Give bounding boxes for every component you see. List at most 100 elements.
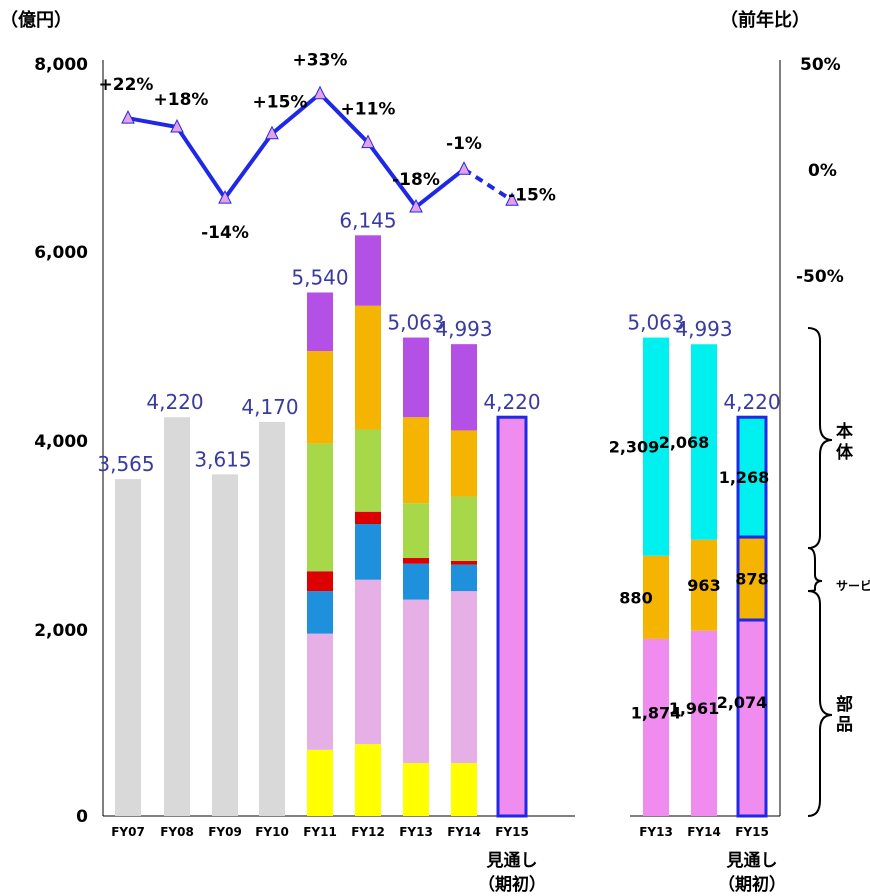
growth-marker-FY07 (121, 110, 135, 124)
bar-segment-FY13-2 (403, 563, 429, 600)
fy15-note-line1: 見通し (486, 851, 538, 871)
breakdown-x-axis-categories: FY13 FY14 FY15 見通し （期初） (639, 825, 786, 895)
x-tick-label: FY15 (495, 825, 529, 839)
growth-marker-FY09 (218, 189, 232, 204)
y2-tick-label: 50% (800, 55, 841, 75)
growth-line-forecast (462, 167, 514, 202)
bars-group (115, 235, 768, 818)
right-axis-ticks: 50% 0% -50% (796, 55, 844, 287)
bar-FY09 (212, 474, 238, 816)
breakdown-segment-FY13-0 (643, 638, 669, 816)
total-label-FY13: 5,063 (387, 311, 444, 335)
growth-label-FY08: +18% (154, 90, 209, 110)
total-label-FY09: 3,615 (194, 447, 251, 471)
breakdown-total-FY14: 4,993 (675, 317, 732, 341)
bar-segment-FY11-4 (307, 443, 333, 572)
x-tick-label: FY11 (303, 825, 337, 839)
total-label-FY11: 5,540 (291, 265, 348, 289)
breakdown-label-FY13-2: 2,309 (609, 438, 660, 457)
bar-segment-FY11-6 (307, 292, 333, 352)
breakdown-label-FY13-1: 880 (619, 588, 652, 607)
bar-segment-FY12-2 (355, 523, 381, 580)
breakdown-x-tick-label: FY14 (687, 825, 721, 839)
bracket-label-parts-2: 品 (836, 715, 853, 735)
total-label-FY14: 4,993 (435, 317, 492, 341)
fy15-note-line2: （期初） (478, 874, 546, 895)
bar-segment-FY13-3 (403, 558, 429, 564)
bracket-label-body-1: 本 (836, 421, 853, 442)
growth-label-FY07: +22% (99, 75, 154, 95)
growth-line (127, 91, 466, 210)
breakdown-segment-FY14-1 (691, 539, 717, 631)
y-tick-label: 0 (76, 807, 88, 827)
bracket-parts (807, 590, 833, 817)
bar-FY08 (164, 417, 190, 816)
breakdown-total-FY15: 4,220 (723, 390, 780, 414)
breakdown-label-FY15-2: 1,268 (719, 468, 770, 487)
growth-marker-FY12 (361, 134, 375, 149)
breakdown-fy15-note-line2: （期初） (718, 874, 786, 895)
breakdown-segment-FY14-2 (691, 344, 717, 540)
bar-segment-FY13-6 (403, 337, 429, 418)
bar-segment-FY12-1 (355, 579, 381, 745)
x-tick-label: FY07 (111, 825, 145, 839)
bar-segment-FY12-6 (355, 235, 381, 306)
growth-label-FY13: -18% (392, 170, 440, 190)
x-tick-label: FY10 (255, 825, 289, 839)
y-tick-label: 2,000 (34, 621, 88, 641)
total-label-FY10: 4,170 (241, 395, 298, 419)
y-tick-label: 4,000 (34, 432, 88, 452)
bar-segment-FY14-2 (451, 564, 477, 592)
breakdown-segment-FY14-0 (691, 630, 717, 816)
bar-segment-FY11-0 (307, 749, 333, 816)
y-tick-label: 6,000 (34, 243, 88, 263)
bar-segment-FY13-5 (403, 417, 429, 504)
bracket-service (807, 547, 823, 592)
growth-label-FY14: -1% (446, 134, 482, 154)
growth-marker-FY11 (313, 85, 327, 100)
bracket-body (807, 327, 833, 549)
breakdown-label-FY13-0: 1,874 (631, 704, 682, 723)
total-label-FY07: 3,565 (97, 452, 154, 476)
breakdown-label-FY15-1: 878 (735, 570, 768, 589)
y2-tick-label: 0% (808, 161, 837, 181)
bar-segment-FY14-6 (451, 344, 477, 431)
breakdown-segment-FY15-2 (736, 415, 768, 539)
x-tick-label: FY09 (208, 825, 242, 839)
breakdown-x-tick-label: FY13 (639, 825, 673, 839)
total-label-FY15: 4,220 (483, 390, 540, 414)
labels-group: 3,5654,2203,6154,1705,5406,1455,0634,993… (97, 51, 780, 723)
growth-marker-FY08 (170, 118, 184, 133)
growth-marker-FY14 (457, 161, 471, 175)
bracket-label-body-2: 体 (836, 442, 854, 463)
bar-segment-FY11-3 (307, 571, 333, 592)
bar-segment-FY14-0 (451, 763, 477, 816)
bracket-label-parts-1: 部 (836, 694, 853, 715)
breakdown-fy15-note-line1: 見通し (726, 851, 778, 871)
bar-segment-FY14-3 (451, 560, 477, 565)
bar-segment-FY11-5 (307, 351, 333, 444)
x-tick-label: FY08 (160, 825, 194, 839)
bar-FY07 (115, 479, 141, 816)
breakdown-label-FY15-0: 2,074 (717, 693, 768, 712)
bar-segment-FY14-4 (451, 496, 477, 561)
bar-segment-FY13-4 (403, 503, 429, 559)
total-label-FY08: 4,220 (146, 390, 203, 414)
breakdown-total-FY13: 5,063 (627, 311, 684, 335)
breakdown-segment-FY13-1 (643, 555, 669, 639)
x-tick-label: FY13 (399, 825, 433, 839)
breakdown-label-FY14-0: 1,961 (669, 699, 720, 718)
y-tick-label: 8,000 (34, 55, 88, 75)
x-tick-label: FY12 (351, 825, 385, 839)
bar-segment-FY12-4 (355, 429, 381, 512)
bar-segment-FY13-1 (403, 599, 429, 764)
breakdown-x-tick-label: FY15 (735, 825, 769, 839)
growth-label-FY11: +33% (293, 51, 348, 71)
growth-label-FY09: -14% (201, 223, 249, 243)
growth-label-FY15: -15% (508, 185, 556, 205)
bar-segment-FY12-0 (355, 744, 381, 816)
total-label-FY12: 6,145 (339, 208, 396, 232)
left-unit-label: （億円） (0, 9, 72, 31)
bar-segment-FY14-5 (451, 430, 477, 497)
growth-line-group (121, 85, 519, 213)
